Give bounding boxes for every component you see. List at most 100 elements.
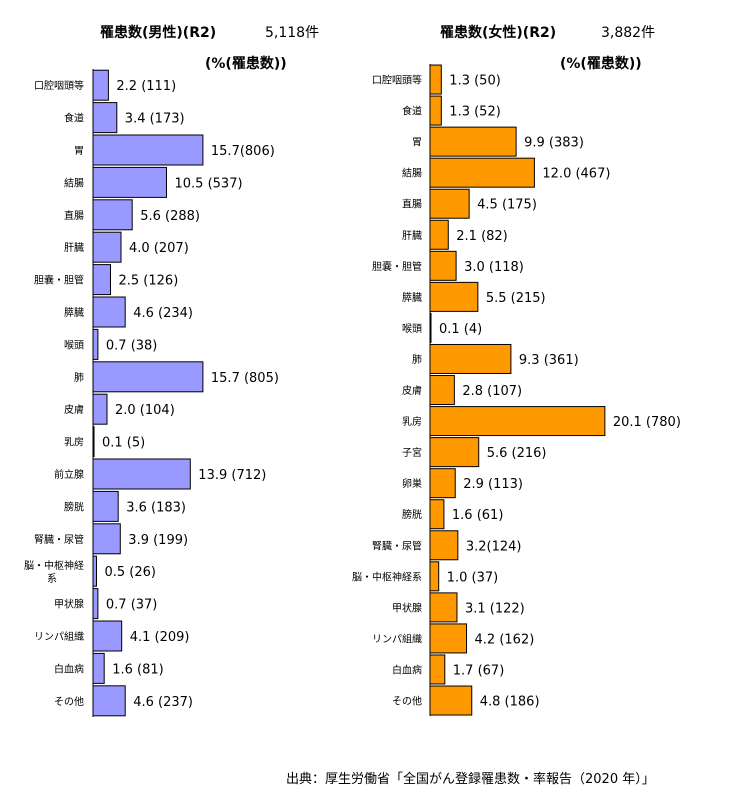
female-category-label: 卵巣 — [402, 477, 422, 490]
male-category-label: 肝臓 — [64, 242, 84, 254]
female-chart-title: 罹患数(女性)(R2) — [440, 25, 557, 41]
male-bar — [92, 134, 204, 166]
female-value-label: 4.5 (175) — [477, 198, 537, 213]
male-value-label: 4.1 (209) — [130, 630, 190, 645]
male-category-label: 結腸 — [64, 176, 84, 189]
female-category-label: その他 — [392, 695, 422, 708]
male-value-label: 0.1 (5) — [102, 436, 145, 451]
source-note: 出典：厚生労働省「全国がん登録罹患数・率報告（2020 年）」 — [286, 772, 655, 787]
female-bar — [429, 281, 479, 312]
female-value-label: 1.6 (61) — [452, 508, 504, 523]
male-bar — [92, 523, 121, 555]
female-bar — [429, 188, 470, 219]
male-bar — [92, 296, 126, 328]
female-bar — [429, 219, 449, 250]
female-bar — [429, 64, 442, 95]
male-value-label: 3.6 (183) — [126, 500, 186, 515]
female-category-label: 肝臓 — [402, 230, 422, 242]
male-bar — [92, 361, 204, 393]
male-bar — [92, 685, 126, 717]
female-value-label: 1.3 (50) — [449, 74, 501, 89]
female-category-label: 白血病 — [392, 663, 422, 676]
female-category-label: 結腸 — [402, 167, 422, 180]
male-value-label: 2.2 (111) — [116, 79, 176, 94]
male-bar — [92, 458, 191, 490]
female-category-label: 胃 — [412, 137, 422, 149]
male-category-label: 胃 — [74, 145, 84, 157]
male-value-label: 4.0 (207) — [129, 241, 189, 256]
male-bar — [92, 102, 118, 134]
male-bar — [92, 166, 167, 198]
male-category-label: 膀胱 — [64, 500, 84, 513]
female-category-label: 腎臓・尿管 — [372, 539, 422, 552]
female-value-label: 1.0 (37) — [447, 570, 499, 585]
female-bar — [429, 437, 480, 468]
female-value-label: 5.5 (215) — [486, 291, 546, 306]
female-value-label: 1.7 (67) — [453, 663, 505, 678]
male-value-label: 2.0 (104) — [115, 403, 175, 418]
male-bar — [92, 393, 108, 425]
male-bar — [92, 490, 119, 522]
male-category-label: 乳房 — [64, 436, 84, 449]
male-category-label: 肺 — [74, 372, 84, 384]
female-value-label: 3.0 (118) — [464, 260, 524, 275]
female-value-label: 2.1 (82) — [456, 229, 508, 244]
female-bar — [429, 654, 446, 685]
male-category-label: その他 — [54, 695, 84, 708]
female-value-label: 3.2(124) — [466, 539, 522, 554]
female-bar — [429, 95, 442, 126]
female-bar — [429, 530, 459, 561]
male-category-label: 胆嚢・胆管 — [34, 274, 84, 287]
male-category-label: 脳・中枢神経系 — [24, 559, 84, 585]
female-category-label: 脳・中枢神経系 — [352, 570, 422, 583]
male-value-label: 10.5 (537) — [175, 176, 243, 191]
male-value-label: 2.5 (126) — [119, 274, 179, 289]
male-category-label: 喉頭 — [64, 339, 84, 351]
female-category-label: 甲状腺 — [392, 601, 422, 614]
male-value-label: 1.6 (81) — [112, 662, 164, 677]
female-category-label: 子宮 — [402, 446, 422, 459]
male-category-label: 口腔咽頭等 — [34, 79, 84, 92]
female-bar — [429, 375, 455, 406]
male-value-label: 3.9 (199) — [128, 533, 188, 548]
male-value-label: 15.7(806) — [211, 144, 275, 159]
female-bar — [429, 406, 606, 437]
female-bar — [429, 685, 473, 716]
female-value-label: 5.6 (216) — [487, 446, 547, 461]
male-bar — [92, 652, 105, 684]
male-bar — [92, 69, 109, 101]
male-value-label: 0.7 (38) — [106, 338, 157, 353]
female-value-label: 9.3 (361) — [519, 353, 579, 368]
female-category-label: 食道 — [402, 105, 422, 118]
male-total: 5,118件 — [265, 25, 320, 41]
male-unit-label: (%(罹患数)) — [205, 56, 287, 72]
male-category-label: 甲状腺 — [54, 598, 84, 611]
female-bar — [429, 499, 445, 530]
female-bar — [429, 468, 456, 499]
female-total: 3,882件 — [601, 25, 656, 41]
male-value-label: 0.7 (37) — [106, 598, 157, 613]
female-unit-label: (%(罹患数)) — [560, 56, 642, 72]
female-value-label: 2.8 (107) — [462, 384, 522, 399]
female-value-label: 1.3 (52) — [449, 105, 501, 120]
female-category-label: 膵臓 — [402, 292, 422, 304]
male-value-label: 4.6 (234) — [133, 306, 193, 321]
male-value-label: 4.6 (237) — [133, 695, 193, 710]
male-bar — [92, 328, 99, 360]
male-category-label: 皮膚 — [64, 403, 84, 416]
male-category-label: 食道 — [64, 112, 84, 125]
male-category-label: 膵臓 — [64, 307, 84, 319]
female-category-label: 膀胱 — [402, 508, 422, 521]
female-category-label: 胆嚢・胆管 — [372, 260, 422, 273]
female-category-label: リンパ組織 — [372, 632, 422, 645]
female-value-label: 4.8 (186) — [480, 695, 540, 710]
male-bar — [92, 199, 133, 231]
male-category-label: 直腸 — [64, 209, 84, 222]
female-value-label: 3.1 (122) — [465, 601, 525, 616]
female-value-label: 20.1 (780) — [613, 415, 681, 430]
male-value-label: 0.5 (26) — [105, 565, 157, 580]
female-value-label: 0.1 (4) — [439, 322, 482, 337]
male-value-label: 13.9 (712) — [198, 468, 266, 483]
female-bar — [429, 592, 458, 623]
